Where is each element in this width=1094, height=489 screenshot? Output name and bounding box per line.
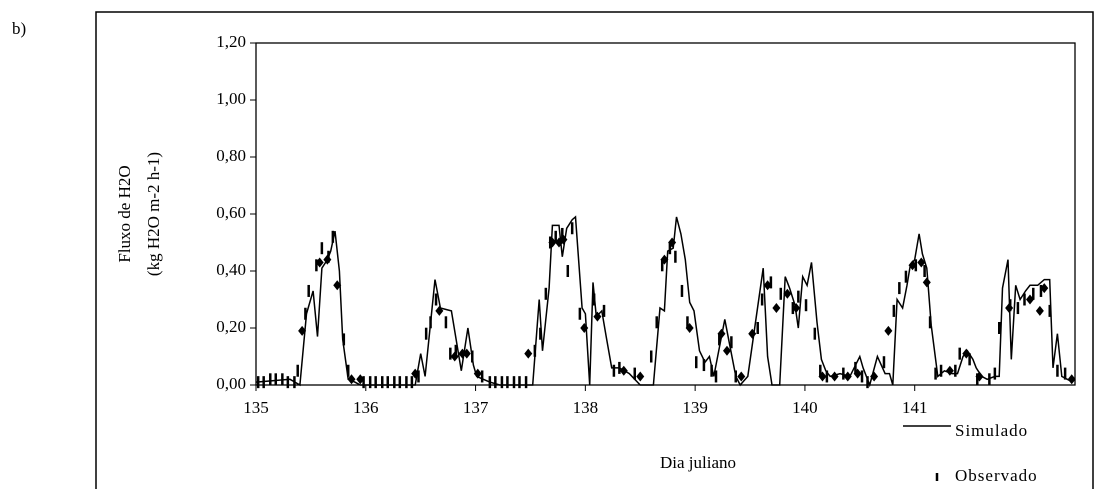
x-tick-label: 137 xyxy=(463,398,489,417)
observed-diamond xyxy=(462,348,471,359)
observed-diamond xyxy=(870,371,879,382)
observed-diamond xyxy=(717,328,726,339)
observed-diamond xyxy=(548,237,557,248)
observed-diamond xyxy=(685,323,694,333)
x-tick-label: 141 xyxy=(902,398,928,417)
observed-diamond xyxy=(524,348,533,359)
observed-diamond xyxy=(748,328,757,339)
observed-diamond xyxy=(737,371,746,382)
observed-diamond xyxy=(763,280,772,291)
observed-diamond xyxy=(347,374,356,385)
observed-diamond xyxy=(356,374,365,385)
y-tick-label: 0,20 xyxy=(216,317,246,336)
x-tick-label: 138 xyxy=(573,398,599,417)
observed-diamond xyxy=(1005,303,1014,314)
observed-diamond xyxy=(1025,294,1034,305)
plot-frame xyxy=(255,42,1076,386)
y-axis-label: (kg H2O m-2 h-1) xyxy=(144,152,163,276)
observed-diamond xyxy=(722,345,731,356)
legend-label: Simulado xyxy=(955,421,1028,440)
observed-diamond xyxy=(1067,374,1076,385)
legend-label: Observado xyxy=(955,466,1038,485)
y-tick-label: 0,00 xyxy=(216,374,246,393)
observed-diamond xyxy=(323,254,332,265)
observed-diamond xyxy=(908,260,917,271)
observed-diamond xyxy=(917,257,926,268)
observed-diamond xyxy=(975,371,984,382)
simulated-line xyxy=(255,215,1074,388)
observed-diamond xyxy=(315,257,324,268)
y-tick-label: 1,20 xyxy=(216,32,246,51)
observed-diamond xyxy=(333,280,342,291)
observed-diamond xyxy=(1035,305,1044,316)
observed-diamond xyxy=(1040,283,1049,294)
x-tick-label: 139 xyxy=(682,398,708,417)
observed-diamond xyxy=(580,323,589,333)
observed-diamond xyxy=(458,348,467,359)
outer-frame xyxy=(95,11,1094,489)
observed-diamond xyxy=(853,368,862,379)
y-tick-label: 0,60 xyxy=(216,203,246,222)
x-tick-label: 136 xyxy=(353,398,379,417)
observed-diamond xyxy=(772,303,781,314)
observed-diamond xyxy=(922,277,931,288)
y-axis-label: Fluxo de H2O xyxy=(115,165,134,262)
x-tick-label: 140 xyxy=(792,398,818,417)
x-tick-label: 135 xyxy=(243,398,269,417)
observed-diamond xyxy=(450,351,459,362)
observed-diamond xyxy=(593,311,602,322)
panel-label: b) xyxy=(12,19,26,38)
y-tick-label: 0,80 xyxy=(216,146,246,165)
observed-diamond xyxy=(411,368,420,379)
observed-diamond xyxy=(843,371,852,382)
observed-diamond xyxy=(473,368,482,379)
observed-diamond xyxy=(884,325,893,336)
observed-diamond xyxy=(619,365,628,376)
observed-diamond xyxy=(962,348,971,359)
x-axis-label: Dia juliano xyxy=(660,453,736,472)
observed-diamond xyxy=(818,371,827,382)
y-tick-label: 1,00 xyxy=(216,89,246,108)
observed-diamond xyxy=(660,254,669,265)
observed-diamond xyxy=(559,234,568,245)
observed-diamond xyxy=(792,303,801,314)
observed-diamond xyxy=(783,288,792,299)
observed-diamond xyxy=(945,365,954,376)
observed-diamond xyxy=(830,371,839,382)
y-tick-label: 0,40 xyxy=(216,260,246,279)
observed-diamond xyxy=(668,237,677,248)
observed-diamond xyxy=(636,371,645,382)
observed-diamond xyxy=(435,305,444,316)
observed-diamond xyxy=(298,325,307,336)
